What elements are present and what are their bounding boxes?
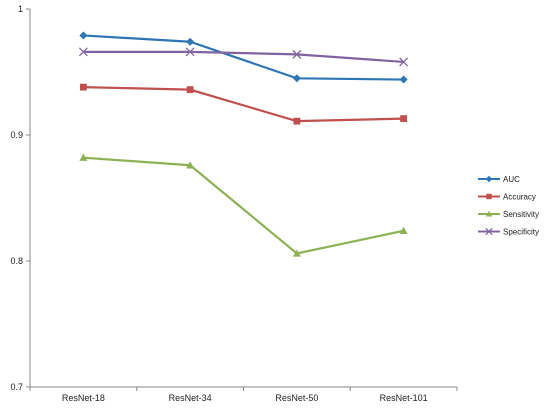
legend-marker-accuracy — [486, 193, 492, 200]
legend-marker-auc — [485, 175, 493, 183]
data-point-auc — [79, 31, 88, 40]
legend-item-sensitivity: Sensitivity — [478, 210, 539, 219]
data-point-specificity — [292, 49, 302, 59]
y-tick-label: 0.8 — [10, 256, 23, 266]
legend-item-specificity: Specificity — [478, 228, 539, 237]
data-point-auc — [399, 75, 408, 84]
series-sensitivity — [79, 153, 408, 257]
data-point-specificity — [78, 47, 88, 57]
series-line-sensitivity — [83, 156, 404, 255]
data-point-accuracy — [186, 86, 194, 94]
y-tick-label: 0.7 — [10, 382, 23, 392]
x-axis-ticks: ResNet-18 ResNet-34 ResNet-50 ResNet-101 — [29, 387, 458, 403]
data-point-sensitivity — [186, 161, 195, 169]
data-point-sensitivity — [79, 153, 88, 161]
data-point-sensitivity — [399, 226, 408, 234]
series-accuracy — [79, 83, 408, 125]
data-point-sensitivity — [292, 249, 301, 257]
data-point-auc — [292, 74, 301, 83]
data-point-specificity — [185, 47, 195, 57]
x-tick-label: ResNet-18 — [62, 393, 105, 403]
legend-marker-specificity — [485, 227, 493, 236]
y-tick-label: 0.9 — [10, 130, 23, 140]
y-tick-label: 1 — [18, 4, 23, 14]
legend-label-specificity: Specificity — [503, 228, 539, 237]
y-axis-ticks: 0.7 0.8 0.9 1 — [10, 4, 30, 392]
x-tick-label: ResNet-34 — [169, 393, 212, 403]
legend: AUC Accuracy Sensitivity Specificity — [478, 175, 539, 237]
series-specificity — [78, 47, 409, 67]
data-point-specificity — [399, 57, 409, 67]
legend-marker-sensitivity — [485, 210, 493, 217]
chart-axes — [29, 9, 457, 388]
series-line-specificity — [83, 50, 404, 64]
x-tick-label: ResNet-50 — [275, 393, 318, 403]
data-point-accuracy — [400, 115, 408, 123]
series-layer — [78, 31, 409, 257]
legend-label-auc: AUC — [503, 175, 520, 184]
data-point-auc — [186, 37, 195, 46]
legend-label-sensitivity: Sensitivity — [503, 210, 539, 219]
legend-item-accuracy: Accuracy — [478, 193, 536, 202]
series-auc — [79, 31, 408, 84]
series-line-auc — [83, 34, 404, 81]
legend-label-accuracy: Accuracy — [503, 193, 536, 202]
series-line-accuracy — [83, 86, 404, 123]
legend-item-auc: AUC — [478, 175, 520, 184]
data-point-accuracy — [293, 117, 301, 125]
data-point-accuracy — [79, 83, 87, 91]
x-tick-label: ResNet-101 — [380, 393, 428, 403]
